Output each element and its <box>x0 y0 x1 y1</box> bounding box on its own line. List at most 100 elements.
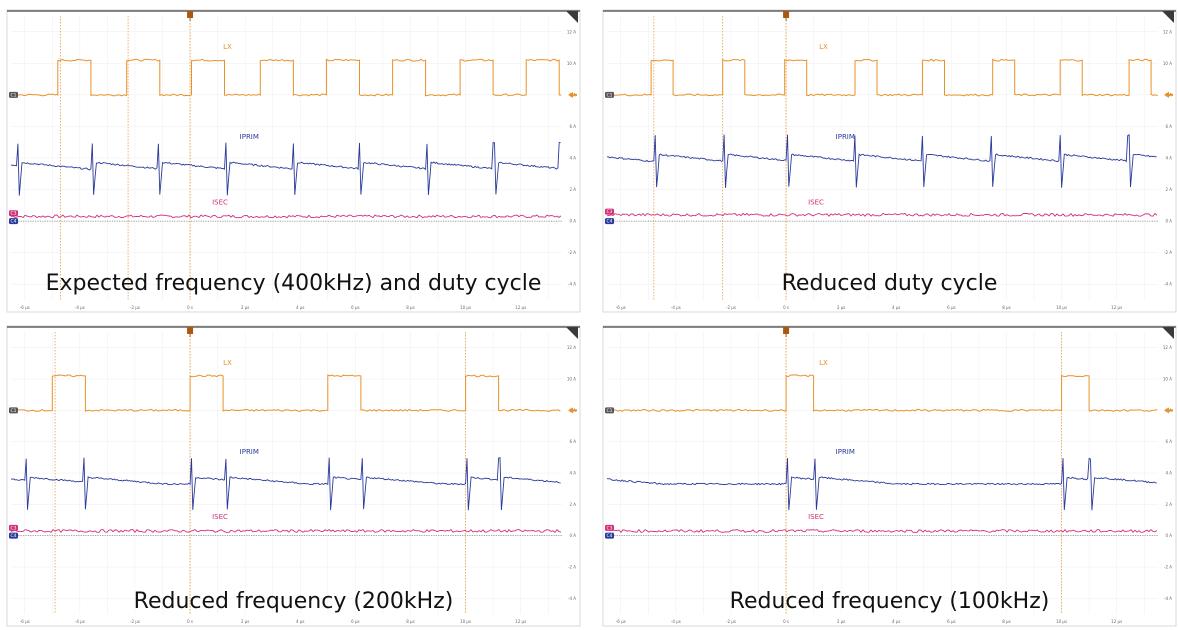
x-tick-label: 2 µs <box>837 619 845 624</box>
channel-badge-c1 <box>9 91 18 98</box>
channel-badge-c3 <box>605 208 614 215</box>
scope-panel-200khz: 12 A10 A8 A6 A4 A2 A0 A-2 A-4 A-6 µs-4 µ… <box>6 325 581 627</box>
x-tick-label: 12 µs <box>1111 619 1122 624</box>
y-tick-label: 10 A <box>1163 377 1172 382</box>
iprim-label: IPRIM <box>836 448 855 456</box>
scope-panel-400khz: 12 A10 A8 A6 A4 A2 A0 A-2 A-4 A-6 µs-4 µ… <box>6 9 581 313</box>
x-tick-label: 0 s <box>187 619 193 624</box>
x-tick-label: 10 µs <box>1056 305 1067 310</box>
x-tick-label: 12 µs <box>515 619 526 624</box>
lx-trace <box>606 58 1158 97</box>
y-tick-label: 12 A <box>567 345 576 350</box>
channel-badge-c1-label: C1 <box>606 408 612 414</box>
x-tick-label: -2 µs <box>130 305 140 310</box>
y-tick-label: 4 A <box>1165 471 1172 476</box>
x-tick-label: 4 µs <box>296 305 304 310</box>
y-tick-label: 10 A <box>567 61 576 66</box>
channel-badge-c1 <box>9 407 18 414</box>
x-tick-label: 0 s <box>187 305 193 310</box>
x-tick-label: -4 µs <box>671 619 681 624</box>
panel-frame <box>6 325 581 627</box>
trigger-marker-icon <box>187 327 194 334</box>
channel-badge-c1 <box>605 407 614 414</box>
isec-label: ISEC <box>808 513 824 521</box>
panel-caption: Reduced frequency (100kHz) <box>730 589 1050 614</box>
x-tick-label: -4 µs <box>671 305 681 310</box>
trigger-marker-icon <box>783 11 790 18</box>
panel-caption: Expected frequency (400kHz) and duty cyc… <box>46 271 542 296</box>
y-tick-label: 0 A <box>569 219 576 224</box>
x-tick-label: 4 µs <box>892 619 900 624</box>
y-tick-label: 12 A <box>1163 345 1172 350</box>
x-tick-label: 0 s <box>783 305 789 310</box>
panel-caption: Reduced duty cycle <box>782 271 998 296</box>
y-tick-label: 2 A <box>569 502 576 507</box>
y-tick-label: 2 A <box>1165 187 1172 192</box>
isec-label: ISEC <box>212 199 228 207</box>
lx-label: LX <box>223 43 232 51</box>
x-tick-label: 4 µs <box>892 305 900 310</box>
corner-flag-icon <box>566 327 578 339</box>
x-tick-label: -6 µs <box>20 619 30 624</box>
panel-caption: Reduced frequency (200kHz) <box>134 589 454 614</box>
channel-badge-c4-label: C4 <box>10 533 16 539</box>
x-tick-label: 10 µs <box>460 305 471 310</box>
x-tick-label: 10 µs <box>1056 619 1067 624</box>
x-tick-label: 8 µs <box>406 305 414 310</box>
channel-badge-c4-label: C4 <box>606 219 612 225</box>
channel-badge-c4-label: C4 <box>10 219 16 225</box>
corner-flag-icon <box>1162 327 1174 339</box>
y-tick-label: 0 A <box>1165 533 1172 538</box>
y-tick-label: -2 A <box>568 250 576 255</box>
channel-badge-c3 <box>605 524 614 531</box>
y-tick-label: 0 A <box>569 533 576 538</box>
iprim-trace <box>10 456 561 511</box>
x-tick-label: 8 µs <box>1002 305 1010 310</box>
channel-badge-c4 <box>605 532 614 539</box>
corner-flag-icon <box>1162 11 1174 23</box>
x-tick-label: -2 µs <box>130 619 140 624</box>
channel-badge-c4-label: C4 <box>606 533 612 539</box>
iprim-label: IPRIM <box>240 133 259 141</box>
channel-badge-c1-label: C1 <box>10 408 16 414</box>
corner-flag-icon <box>566 11 578 23</box>
y-tick-label: 4 A <box>569 471 576 476</box>
scope-panel-100khz: 12 A10 A8 A6 A4 A2 A0 A-2 A-4 A-6 µs-4 µ… <box>602 325 1177 627</box>
channel-badge-c3-label: C3 <box>10 525 16 531</box>
channel-badge-c3-label: C3 <box>10 211 16 217</box>
x-tick-label: 10 µs <box>460 619 471 624</box>
x-tick-label: -4 µs <box>75 619 85 624</box>
x-tick-label: 6 µs <box>351 619 359 624</box>
y-tick-label: 6 A <box>569 124 576 129</box>
offset-arrow-icon <box>1164 91 1173 98</box>
y-tick-label: 12 A <box>567 29 576 34</box>
channel-badge-c4 <box>9 218 18 225</box>
x-tick-label: -2 µs <box>726 305 736 310</box>
channel-badge-c1 <box>605 91 614 98</box>
offset-arrow-icon <box>568 407 577 414</box>
x-tick-label: -6 µs <box>616 619 626 624</box>
isec-trace <box>10 214 562 219</box>
x-tick-label: 2 µs <box>837 305 845 310</box>
lx-trace <box>606 374 1158 412</box>
isec-trace <box>606 528 1158 533</box>
y-tick-label: 10 A <box>567 377 576 382</box>
y-tick-label: 2 A <box>569 187 576 192</box>
y-tick-label: 6 A <box>1165 124 1172 129</box>
y-tick-label: 10 A <box>1163 61 1172 66</box>
y-tick-label: -4 A <box>568 282 576 287</box>
lx-label: LX <box>819 43 828 51</box>
x-tick-label: 0 s <box>783 619 789 624</box>
x-tick-label: 2 µs <box>241 619 249 624</box>
x-tick-label: 4 µs <box>296 619 304 624</box>
panel-frame <box>602 325 1177 627</box>
iprim-trace <box>10 141 561 196</box>
channel-badge-c3-label: C3 <box>606 525 612 531</box>
x-tick-label: -2 µs <box>726 619 736 624</box>
iprim-trace <box>606 457 1157 511</box>
x-tick-label: 12 µs <box>1111 305 1122 310</box>
x-tick-label: 6 µs <box>351 305 359 310</box>
x-tick-label: 6 µs <box>947 619 955 624</box>
offset-arrow-icon <box>568 91 577 98</box>
x-tick-label: -6 µs <box>20 305 30 310</box>
